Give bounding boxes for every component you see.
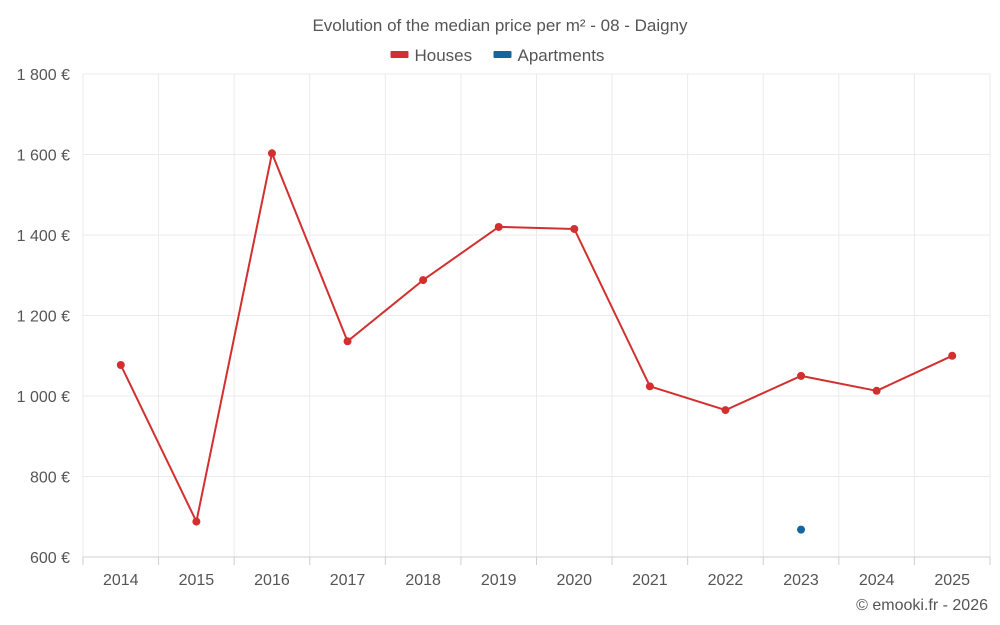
series-apartments xyxy=(797,525,806,534)
data-point-houses-2018[interactable] xyxy=(419,276,428,285)
x-tick-label: 2015 xyxy=(179,572,215,589)
y-tick-label: 1 800 € xyxy=(17,67,70,84)
x-axis: 2014 2015 2016 2017 2018 2019 2020 2021 2022 2023… xyxy=(82,556,991,589)
x-tick-label: 2025 xyxy=(934,572,970,589)
series-houses xyxy=(116,149,957,526)
x-tick-label: 2020 xyxy=(556,572,592,589)
data-point-houses-2019[interactable] xyxy=(494,222,503,231)
y-tick-label: 1 000 € xyxy=(17,389,70,406)
series-line-houses xyxy=(119,152,953,523)
y-tick-label: 600 € xyxy=(30,550,70,567)
x-tick-label: 2017 xyxy=(330,572,366,589)
x-tick-label: 2023 xyxy=(783,572,819,589)
data-point-houses-2024[interactable] xyxy=(872,386,881,395)
data-point-houses-2025[interactable] xyxy=(948,351,957,360)
data-point-houses-2017[interactable] xyxy=(343,337,352,346)
series-layer xyxy=(116,149,957,534)
y-tick-label: 800 € xyxy=(30,470,70,487)
legend-label: Apartments xyxy=(518,46,605,65)
y-tick-label: 1 600 € xyxy=(17,148,70,165)
data-point-houses-2021[interactable] xyxy=(645,382,654,391)
legend-item-apartments[interactable]: Apartments xyxy=(493,46,605,65)
x-tick-label: 2016 xyxy=(254,572,290,589)
chart-title: Evolution of the median price per m² - 0… xyxy=(312,16,688,35)
legend[interactable]: Houses Apartments xyxy=(390,46,605,65)
data-point-apartments-2023[interactable] xyxy=(797,525,806,534)
gridlines xyxy=(82,73,991,558)
x-tick-label: 2014 xyxy=(103,572,139,589)
x-tick-label: 2018 xyxy=(405,572,441,589)
credit-text: © emooki.fr - 2026 xyxy=(856,597,988,614)
legend-label: Houses xyxy=(415,46,473,65)
data-point-houses-2015[interactable] xyxy=(192,517,201,526)
y-tick-label: 1 400 € xyxy=(17,228,70,245)
legend-swatch xyxy=(390,51,409,58)
y-tick-label: 1 200 € xyxy=(17,309,70,326)
x-tick-label: 2022 xyxy=(708,572,744,589)
data-point-houses-2023[interactable] xyxy=(797,371,806,380)
x-tick-label: 2024 xyxy=(859,572,895,589)
data-point-houses-2014[interactable] xyxy=(116,361,125,370)
legend-swatch xyxy=(493,51,512,58)
data-point-houses-2022[interactable] xyxy=(721,406,730,415)
x-tick-label: 2019 xyxy=(481,572,517,589)
data-point-houses-2020[interactable] xyxy=(570,224,579,233)
x-tick-label: 2021 xyxy=(632,572,668,589)
y-axis: 600 € 800 € 1 000 € 1 200 € 1 400 € 1 600 € 1 … xyxy=(17,67,70,567)
data-point-houses-2016[interactable] xyxy=(267,149,276,158)
legend-item-houses[interactable]: Houses xyxy=(390,46,473,65)
